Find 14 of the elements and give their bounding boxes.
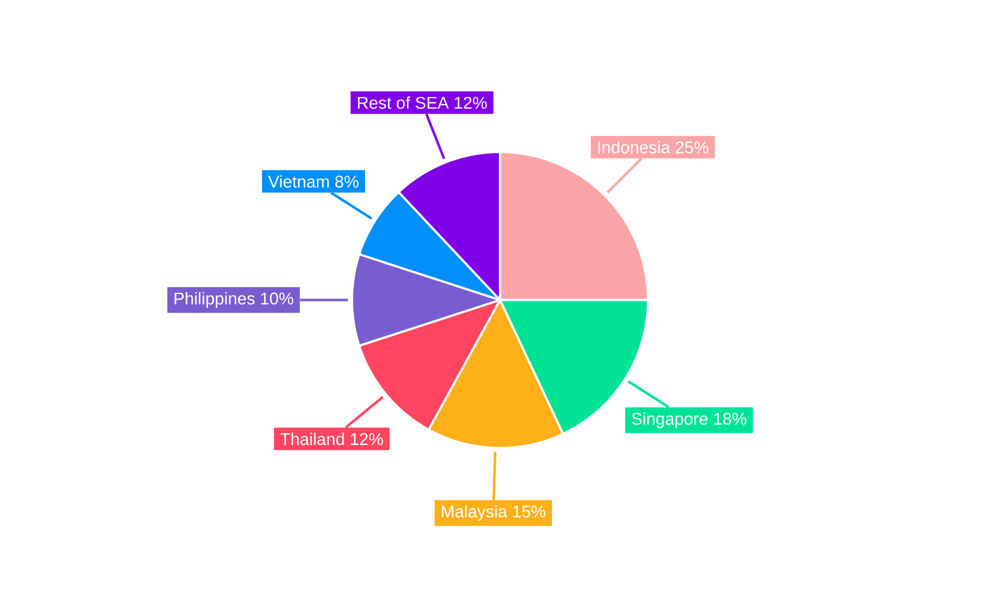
data-label: 10%: [261, 292, 294, 305]
data-label: 18%: [714, 412, 746, 425]
data-label: 8%: [335, 176, 358, 188]
slice-label: Rest of SEA: [358, 96, 449, 109]
data-label: 12%: [350, 433, 383, 446]
slice-label: Philippines: [174, 292, 255, 308]
slice-label: Indonesia: [598, 140, 670, 154]
slice-label: Thailand: [280, 432, 344, 446]
data-label: 12%: [454, 96, 487, 109]
slice-label: Singapore: [632, 412, 708, 428]
data-label: 25%: [676, 141, 708, 154]
slice-label: Malaysia: [442, 505, 508, 521]
data-label: 15%: [513, 506, 546, 518]
slice-label: Vietnam: [268, 175, 329, 188]
